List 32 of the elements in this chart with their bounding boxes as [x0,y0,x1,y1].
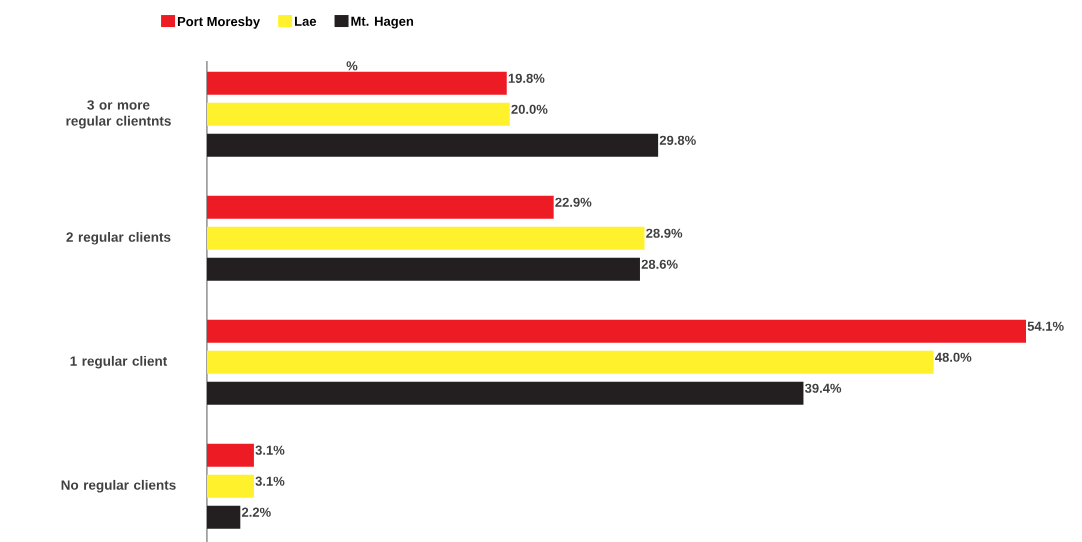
data-label: 19.8% [508,73,545,83]
bar [207,474,254,498]
legend-label: Lae [295,16,317,26]
data-label: 28.6% [641,259,678,269]
bar [207,381,804,405]
legend-label: Mt. Hagen [351,16,414,29]
data-label: 22.9% [555,197,592,207]
y-tick-label: 1 regular client [70,355,168,369]
data-label: 39.4% [804,383,842,393]
data-label: 20.0% [511,104,548,114]
data-label: 54.1% [1027,321,1064,331]
y-tick-label: 2 regular clients [66,231,171,245]
bar [207,443,254,467]
y-tick-label: 3 or more regular clientnts [66,100,171,129]
bar [207,226,645,250]
bar [207,350,934,374]
y-tick-label: No regular clients [61,479,176,493]
data-label: 48.0% [935,352,972,362]
data-label: 28.9% [646,228,683,238]
data-label: 3.1% [255,445,285,455]
bar [207,71,507,95]
data-label: 3.1% [255,476,285,486]
annotation: % [346,61,358,71]
data-label: 2.2% [241,507,271,517]
data-label: 29.8% [659,135,696,145]
bar [207,102,510,126]
legend-label: Port Moresby [177,16,261,29]
bar [207,257,640,281]
bar [207,133,659,157]
bar [207,505,241,529]
bar [207,195,554,219]
bar [207,319,1026,343]
